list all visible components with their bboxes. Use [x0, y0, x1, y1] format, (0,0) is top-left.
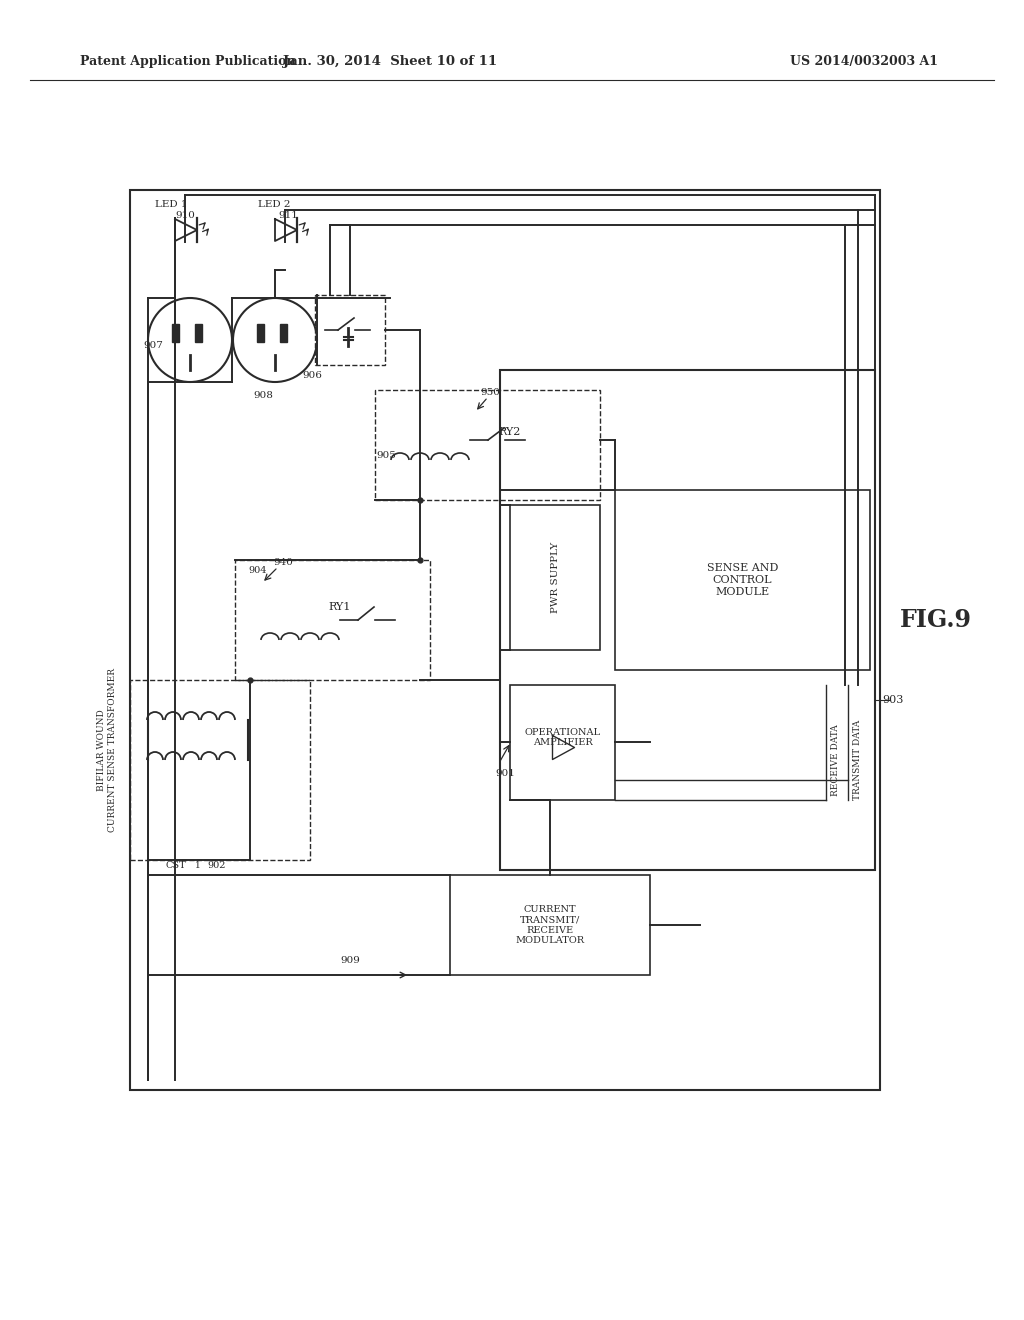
Text: 908: 908: [253, 391, 272, 400]
Text: CST: CST: [165, 861, 185, 870]
Bar: [280, 323, 287, 342]
Text: 905: 905: [376, 451, 396, 459]
Text: 907: 907: [143, 341, 163, 350]
Text: Patent Application Publication: Patent Application Publication: [80, 55, 296, 69]
Text: 904: 904: [248, 566, 266, 576]
Bar: [257, 323, 264, 342]
Text: 910: 910: [175, 211, 195, 220]
Bar: [234, 560, 430, 680]
Text: 940: 940: [273, 558, 293, 568]
Bar: [375, 389, 600, 500]
Text: LED 2: LED 2: [258, 201, 291, 209]
Text: 902: 902: [207, 861, 225, 870]
Text: 950: 950: [480, 388, 500, 397]
Text: Jan. 30, 2014  Sheet 10 of 11: Jan. 30, 2014 Sheet 10 of 11: [283, 55, 497, 69]
Text: CURRENT
TRANSMIT/
RECEIVE
MODULATOR: CURRENT TRANSMIT/ RECEIVE MODULATOR: [515, 906, 585, 945]
Text: 901: 901: [495, 768, 515, 777]
Text: SENSE AND
CONTROL
MODULE: SENSE AND CONTROL MODULE: [707, 564, 778, 597]
Text: LED 1: LED 1: [155, 201, 187, 209]
Bar: [315, 294, 385, 366]
Text: 909: 909: [340, 956, 359, 965]
Bar: [615, 490, 870, 671]
Text: TRANSMIT DATA: TRANSMIT DATA: [853, 719, 862, 800]
Bar: [130, 190, 880, 1090]
Bar: [510, 685, 615, 800]
Bar: [510, 506, 600, 649]
Bar: [195, 323, 202, 342]
Bar: [172, 323, 179, 342]
Text: RECEIVE DATA: RECEIVE DATA: [830, 725, 840, 796]
Text: 906: 906: [302, 371, 322, 380]
Bar: [450, 875, 650, 975]
Text: US 2014/0032003 A1: US 2014/0032003 A1: [790, 55, 938, 69]
Text: PWR SUPPLY: PWR SUPPLY: [551, 543, 559, 612]
Text: FIG.9: FIG.9: [900, 609, 972, 632]
Bar: [130, 680, 310, 861]
Text: 911: 911: [278, 211, 298, 220]
Text: RY2: RY2: [499, 426, 521, 437]
Text: 903: 903: [882, 696, 903, 705]
Text: RY1: RY1: [329, 602, 351, 612]
Bar: [500, 370, 874, 870]
Text: OPERATIONAL
AMPLIFIER: OPERATIONAL AMPLIFIER: [524, 727, 600, 747]
Text: 1: 1: [195, 861, 201, 870]
Text: BIFILAR WOUND
CURRENT SENSE TRANSFORMER: BIFILAR WOUND CURRENT SENSE TRANSFORMER: [97, 668, 117, 832]
